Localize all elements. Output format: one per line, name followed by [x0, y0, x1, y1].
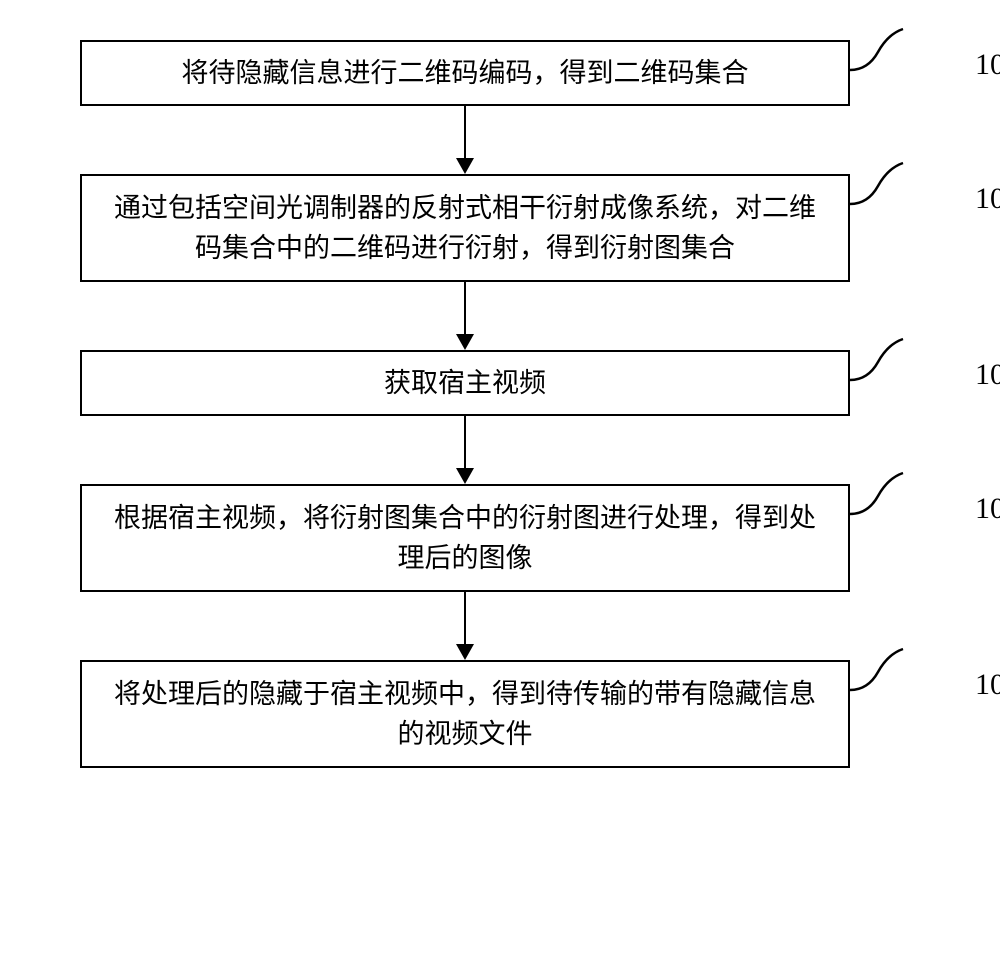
label-curve-104	[848, 466, 908, 526]
step-label-103: 103	[975, 358, 1000, 392]
arrow-line	[464, 416, 467, 468]
label-curve-103	[848, 332, 908, 392]
step-label-101: 101	[975, 48, 1000, 82]
arrow-line	[464, 592, 467, 644]
step-box-101: 将待隐藏信息进行二维码编码，得到二维码集合	[80, 40, 850, 106]
step-box-103: 获取宿主视频	[80, 350, 850, 416]
step-text-105: 将处理后的隐藏于宿主视频中，得到待传输的带有隐藏信息的视频文件	[112, 674, 818, 755]
step-text-102: 通过包括空间光调制器的反射式相干衍射成像系统，对二维码集合中的二维码进行衍射，得…	[112, 188, 818, 269]
arrow-head	[456, 468, 474, 484]
step-label-104: 104	[975, 492, 1000, 526]
step-label-102: 102	[975, 182, 1000, 216]
arrow-line	[464, 282, 467, 334]
step-box-104: 根据宿主视频，将衍射图集合中的衍射图进行处理，得到处理后的图像	[80, 484, 850, 592]
connector-2	[80, 282, 850, 350]
step-text-103: 获取宿主视频	[384, 363, 546, 404]
flowchart-container: 将待隐藏信息进行二维码编码，得到二维码集合 101 通过包括空间光调制器的反射式…	[80, 40, 850, 768]
step-box-105: 将处理后的隐藏于宿主视频中，得到待传输的带有隐藏信息的视频文件	[80, 660, 850, 768]
arrow-head	[456, 644, 474, 660]
arrow-head	[456, 334, 474, 350]
connector-3	[80, 416, 850, 484]
label-curve-105	[848, 642, 908, 702]
label-curve-101	[848, 22, 908, 82]
step-box-102: 通过包括空间光调制器的反射式相干衍射成像系统，对二维码集合中的二维码进行衍射，得…	[80, 174, 850, 282]
step-label-105: 105	[975, 668, 1000, 702]
arrow-head	[456, 158, 474, 174]
step-text-101: 将待隐藏信息进行二维码编码，得到二维码集合	[182, 53, 749, 94]
label-curve-102	[848, 156, 908, 216]
step-text-104: 根据宿主视频，将衍射图集合中的衍射图进行处理，得到处理后的图像	[112, 498, 818, 579]
connector-1	[80, 106, 850, 174]
arrow-line	[464, 106, 467, 158]
connector-4	[80, 592, 850, 660]
